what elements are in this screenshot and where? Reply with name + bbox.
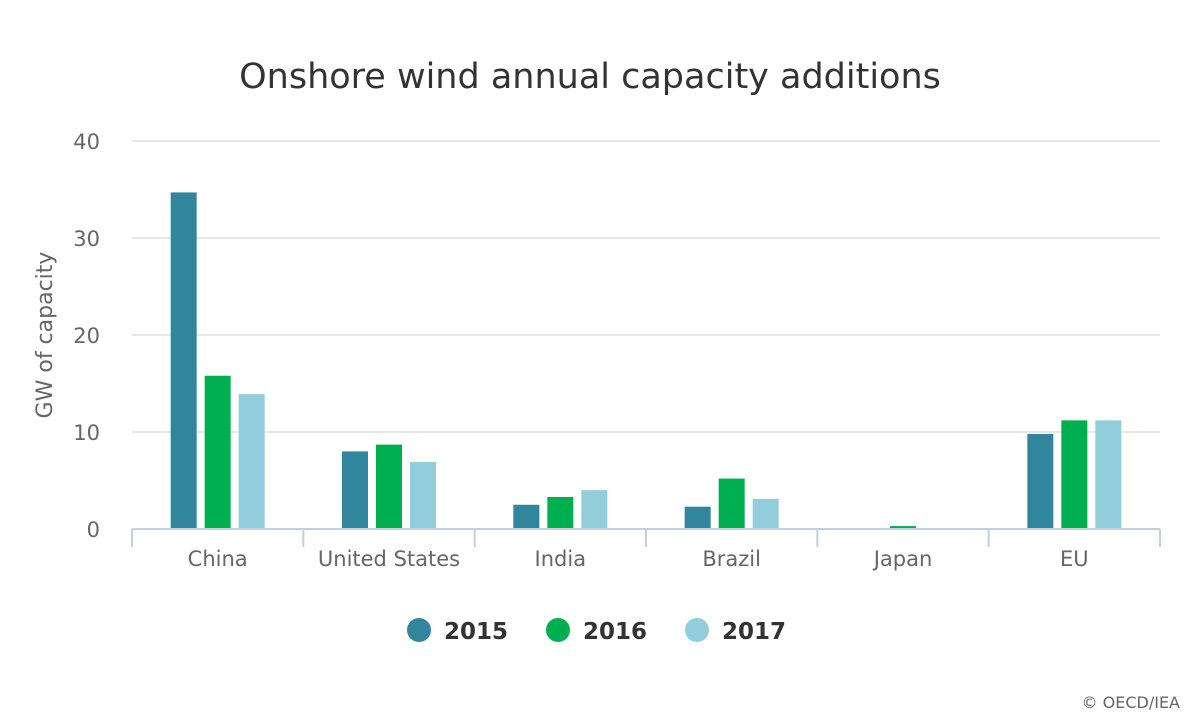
x-axis: China United States India Brazil Japan EU — [131, 528, 1161, 571]
x-tick-label: India — [535, 547, 587, 571]
bar-2015-india — [513, 504, 540, 529]
y-tick-label: 40 — [73, 130, 100, 154]
x-tick-label: Brazil — [702, 547, 761, 571]
y-tick-label: 0 — [87, 518, 100, 542]
bar-2016-japan — [890, 526, 916, 529]
y-tick-label: 30 — [73, 227, 100, 251]
legend-label-2015[interactable]: 2015 — [444, 619, 508, 645]
x-tick-label: Japan — [872, 547, 933, 571]
bar-2015-united-states — [342, 451, 368, 529]
bar-2015-eu — [1027, 433, 1054, 529]
bar-2015-china — [170, 192, 197, 529]
bar-2016-brazil — [718, 478, 745, 529]
x-tick-label: EU — [1060, 547, 1089, 571]
bar-2015-brazil — [684, 506, 711, 529]
legend-marker-2017[interactable] — [685, 618, 709, 642]
y-axis-ticks: 0 10 20 30 40 — [73, 130, 100, 542]
legend[interactable]: 2015 2016 2017 — [407, 618, 786, 645]
bar-2016-china — [204, 375, 231, 529]
bar-2017-eu — [1095, 420, 1122, 529]
bar-2017-china — [238, 394, 265, 529]
chart-title: Onshore wind annual capacity additions — [239, 57, 941, 97]
y-tick-label: 10 — [73, 421, 100, 445]
bar-2016-united-states — [376, 444, 402, 529]
y-tick-label: 20 — [73, 324, 100, 348]
bars — [170, 192, 1122, 529]
legend-marker-2016[interactable] — [546, 618, 570, 642]
copyright-credit: © OECD/IEA — [1081, 693, 1180, 712]
legend-label-2016[interactable]: 2016 — [583, 619, 647, 645]
x-tick-label: China — [188, 547, 248, 571]
bar-2016-india — [547, 496, 574, 529]
bar-2017-india — [581, 490, 608, 529]
legend-marker-2015[interactable] — [407, 618, 431, 642]
legend-label-2017[interactable]: 2017 — [722, 619, 786, 645]
y-axis-label: GW of capacity — [33, 252, 58, 419]
x-tick-label: United States — [318, 547, 460, 571]
bar-2016-eu — [1061, 420, 1088, 529]
bar-2017-united-states — [410, 462, 436, 529]
gridlines — [132, 140, 1160, 433]
bar-2017-brazil — [752, 498, 779, 529]
